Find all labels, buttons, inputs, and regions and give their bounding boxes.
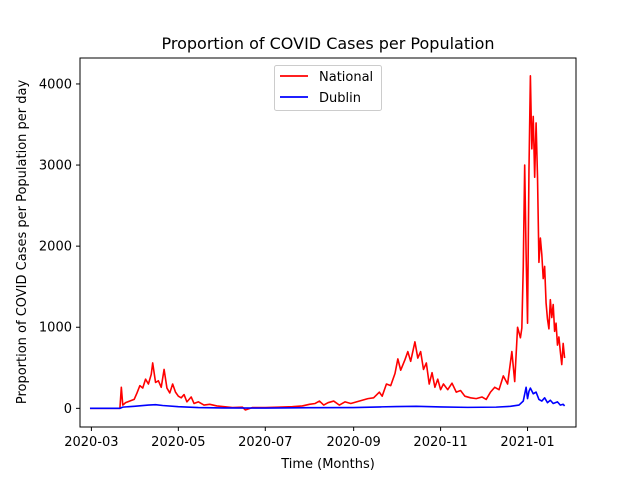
y-axis-label: Proportion of COVID Cases per Population…	[15, 80, 30, 405]
y-tick-label: 3000	[39, 159, 72, 174]
series-layer	[89, 75, 566, 411]
x-tick-label: 2020-03	[64, 435, 118, 450]
series-line-national	[89, 75, 566, 411]
y-tick-label: 0	[64, 402, 72, 417]
series-line-dublin	[89, 386, 566, 410]
x-axis-label: Time (Months)	[280, 457, 375, 472]
y-tick-label: 2000	[39, 240, 72, 255]
y-tick-label: 4000	[39, 77, 72, 92]
chart-title: Proportion of COVID Cases per Population	[161, 34, 494, 53]
x-tick-label: 2021-01	[500, 435, 554, 450]
legend: National Dublin	[274, 65, 382, 111]
y-tick-label: 1000	[39, 321, 72, 336]
plot-area	[79, 57, 577, 428]
x-tick-label: 2020-07	[238, 435, 292, 450]
x-axis: 2020-03 2020-05 2020-07 2020-09 2020-11 2021-…	[64, 427, 555, 450]
x-tick-label: 2020-11	[413, 435, 467, 450]
legend-label-dublin: Dublin	[319, 91, 361, 106]
x-tick-label: 2020-09	[326, 435, 380, 450]
y-axis: 0 1000 2000 3000 4000	[39, 77, 80, 417]
x-tick-label: 2020-05	[151, 435, 205, 450]
plot-frame	[79, 57, 577, 428]
legend-label-national: National	[319, 70, 373, 85]
